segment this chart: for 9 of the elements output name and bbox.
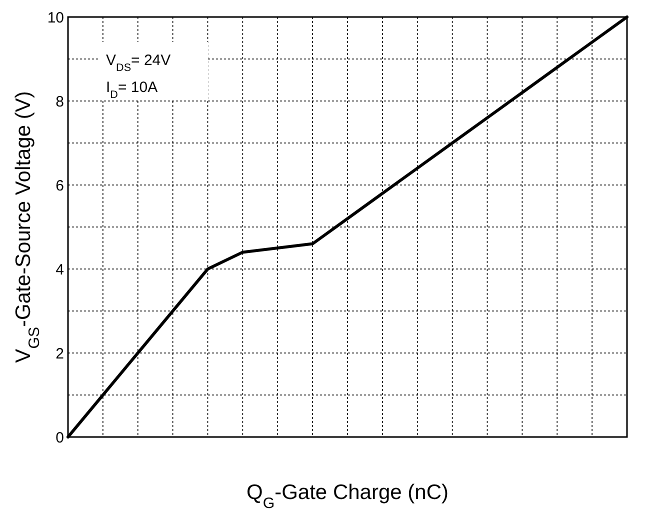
x-axis-title: Q$_{G}$-Gate Charge (nC): [246, 481, 449, 512]
y-tick-label: 6: [56, 177, 64, 194]
y-tick-label: 2: [56, 345, 64, 362]
y-tick-label: 0: [56, 429, 64, 446]
y-tick-label: 4: [56, 261, 64, 278]
annotation: I$_{D}$= 10A: [106, 79, 158, 101]
y-tick-label: 8: [56, 93, 64, 110]
y-tick-label: 10: [47, 9, 64, 26]
annotation: V$_{DS}$= 24V: [106, 52, 171, 74]
